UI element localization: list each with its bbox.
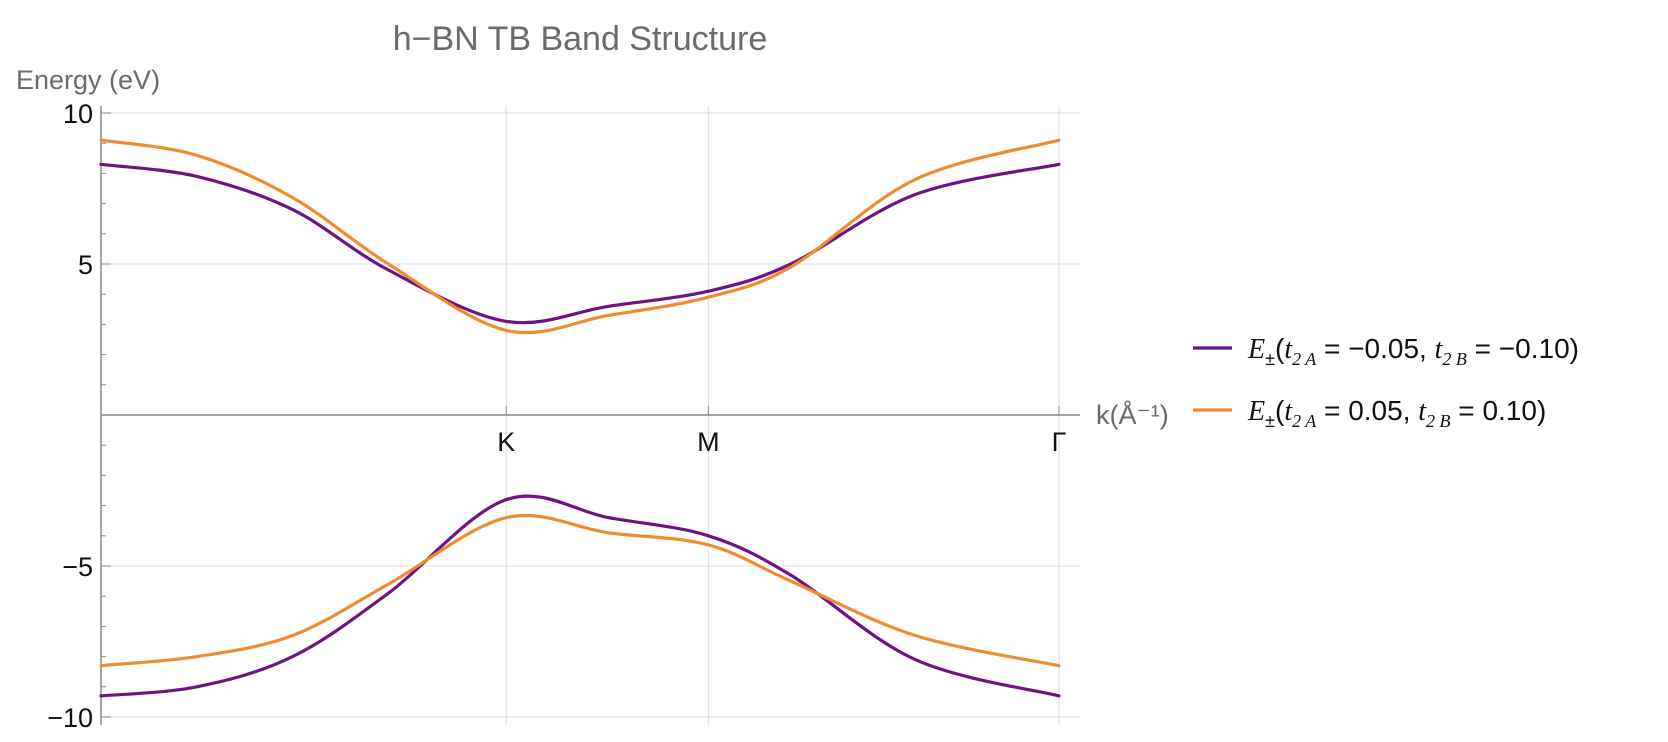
x-tick-label: M — [697, 427, 720, 457]
legend-entry: E±(t2 A = −0.05, t2 B = −0.10) — [1247, 333, 1579, 369]
y-tick-label: 5 — [78, 250, 93, 280]
y-axis-label: Energy (eV) — [16, 65, 160, 95]
chart-title: h−BN TB Band Structure — [393, 20, 768, 58]
series-2-band-conduction — [99, 138, 1061, 335]
series-1-band-valence — [99, 494, 1061, 698]
y-tick-label: −5 — [62, 552, 93, 582]
x-tick-label: Γ — [1052, 427, 1067, 457]
x-tick-label: K — [497, 427, 515, 457]
series-2-band-valence — [99, 513, 1061, 668]
y-tick-label: −10 — [47, 703, 93, 733]
x-axis-label: k(Å⁻¹) — [1096, 399, 1169, 430]
tick-labels: 10 5 −5 −10 K M Γ — [47, 99, 1066, 733]
legend-entry: E±(t2 A = 0.05, t2 B = 0.10) — [1247, 395, 1546, 431]
legend: E±(t2 A = −0.05, t2 B = −0.10) E±(t2 A = … — [1193, 333, 1579, 431]
axes — [100, 106, 1080, 725]
series-1-band-conduction — [99, 162, 1061, 325]
y-tick-label: 10 — [63, 99, 93, 129]
series-lines — [99, 138, 1061, 698]
